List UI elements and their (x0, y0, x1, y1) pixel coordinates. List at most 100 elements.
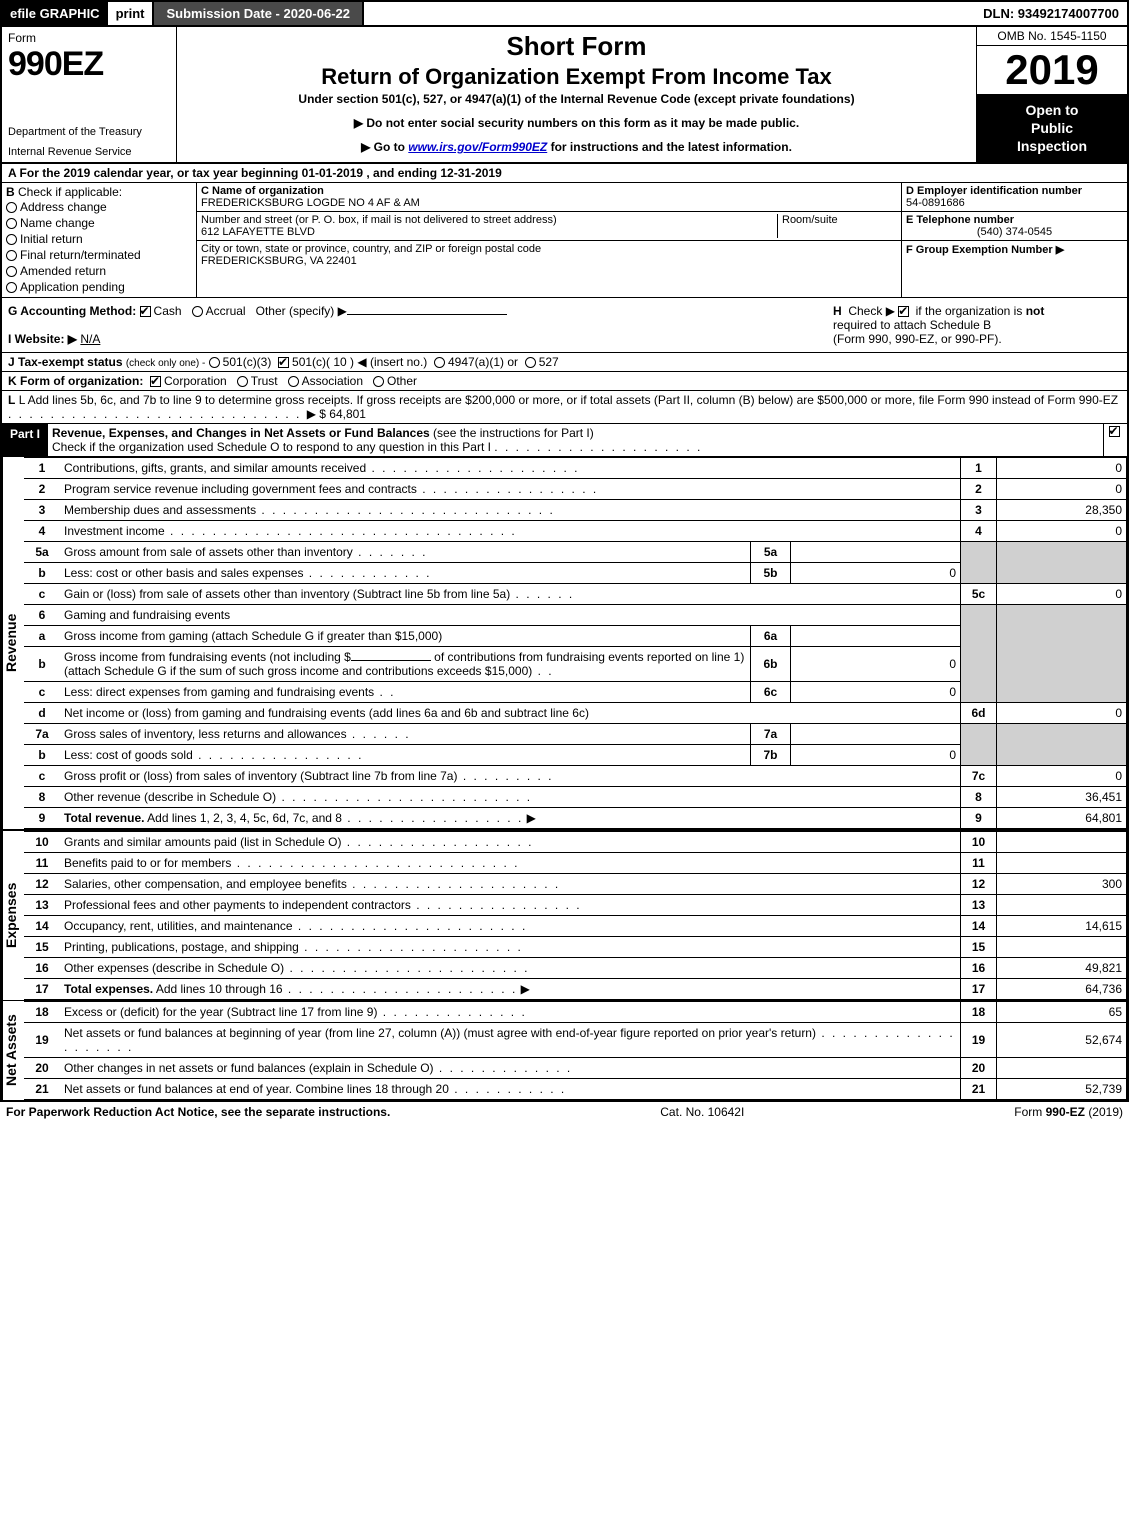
dept-irs: Internal Revenue Service (8, 146, 170, 158)
lbl-application-pending: Application pending (20, 280, 125, 294)
notice-goto-pre: ▶ Go to (361, 140, 408, 154)
line-21: 21Net assets or fund balances at end of … (24, 1078, 1127, 1099)
line-17: 17Total expenses. Add lines 10 through 1… (24, 978, 1127, 999)
chk-address-change[interactable] (6, 202, 17, 213)
open-to-public: Open to Public Inspection (977, 95, 1127, 162)
addr-val: 612 LAFAYETTE BLVD (201, 226, 315, 238)
open3: Inspection (1017, 138, 1087, 154)
line-2: 2Program service revenue including gover… (24, 478, 1127, 499)
part1-title: Revenue, Expenses, and Changes in Net As… (52, 426, 430, 440)
lbl-cash: Cash (154, 304, 182, 318)
h-letter: H (833, 304, 842, 318)
net-assets-table: 18Excess or (deficit) for the year (Subt… (24, 1001, 1127, 1100)
chk-schedule-b-not-required[interactable] (898, 306, 909, 317)
b-letter: B (6, 185, 15, 199)
part1-header: Part I Revenue, Expenses, and Changes in… (2, 424, 1127, 457)
dln-label: DLN: 93492174007700 (975, 2, 1127, 25)
chk-other-org[interactable] (373, 376, 384, 387)
chk-527[interactable] (525, 357, 536, 368)
line-6: 6Gaming and fundraising events (24, 604, 1127, 625)
revenue-section: Revenue 1Contributions, gifts, grants, a… (2, 457, 1127, 829)
line-1: 1Contributions, gifts, grants, and simil… (24, 457, 1127, 478)
chk-schedule-o[interactable] (1109, 426, 1120, 437)
part1-scho-check (1103, 424, 1127, 456)
room-suite: Room/suite (777, 214, 897, 238)
city-val: FREDERICKSBURG, VA 22401 (201, 255, 357, 267)
section-h: H Check ▶ if the organization is not req… (827, 298, 1127, 352)
lbl-amended-return: Amended return (20, 264, 106, 278)
lbl-corporation: Corporation (164, 374, 227, 388)
notice-goto-post: for instructions and the latest informat… (551, 140, 792, 154)
chk-501c[interactable] (278, 357, 289, 368)
info-block: B Check if applicable: Address change Na… (2, 183, 1127, 298)
h-text2: if the organization is (916, 304, 1023, 318)
form-header: Form 990EZ Department of the Treasury In… (2, 27, 1127, 164)
chk-accrual[interactable] (192, 306, 203, 317)
form-id: 990EZ (8, 45, 170, 84)
line-18: 18Excess or (deficit) for the year (Subt… (24, 1001, 1127, 1022)
line-5c: cGain or (loss) from sale of assets othe… (24, 583, 1127, 604)
footer-right-form: 990-EZ (1046, 1105, 1085, 1119)
revenue-sidebar: Revenue (2, 457, 24, 829)
line-15: 15Printing, publications, postage, and s… (24, 936, 1127, 957)
irs-link[interactable]: www.irs.gov/Form990EZ (408, 140, 547, 154)
lbl-accrual: Accrual (206, 304, 246, 318)
chk-name-change[interactable] (6, 218, 17, 229)
chk-application-pending[interactable] (6, 282, 17, 293)
e-phone: (540) 374-0545 (906, 226, 1123, 238)
section-def: D Employer identification number 54-0891… (902, 183, 1127, 297)
other-specify-input[interactable] (347, 314, 507, 315)
6b-blank[interactable] (351, 660, 431, 661)
f-label: F Group Exemption Number ▶ (906, 244, 1064, 256)
h-text3: required to attach Schedule B (833, 318, 991, 332)
chk-association[interactable] (288, 376, 299, 387)
j-sub: (check only one) - (126, 358, 205, 369)
section-c: C Name of organization FREDERICKSBURG LO… (197, 183, 902, 297)
topbar-spacer (364, 2, 975, 25)
chk-initial-return[interactable] (6, 234, 17, 245)
chk-final-return[interactable] (6, 250, 17, 261)
chk-4947[interactable] (434, 357, 445, 368)
revenue-table: 1Contributions, gifts, grants, and simil… (24, 457, 1127, 829)
chk-trust[interactable] (237, 376, 248, 387)
chk-amended-return[interactable] (6, 266, 17, 277)
c-org-name: FREDERICKSBURG LOGDE NO 4 AF & AM (201, 197, 420, 209)
chk-501c3[interactable] (209, 357, 220, 368)
net-assets-section: Net Assets 18Excess or (deficit) for the… (2, 1000, 1127, 1100)
notice-goto: ▶ Go to www.irs.gov/Form990EZ for instru… (185, 140, 968, 154)
chk-corporation[interactable] (150, 376, 161, 387)
form-container: efile GRAPHIC print Submission Date - 20… (0, 0, 1129, 1102)
line-7c: cGross profit or (loss) from sales of in… (24, 765, 1127, 786)
line-7a: 7aGross sales of inventory, less returns… (24, 723, 1127, 744)
line-19: 19Net assets or fund balances at beginni… (24, 1022, 1127, 1057)
g-label: G Accounting Method: (8, 304, 136, 318)
expenses-section: Expenses 10Grants and similar amounts pa… (2, 829, 1127, 1000)
line-5a: 5aGross amount from sale of assets other… (24, 541, 1127, 562)
lbl-other: Other (specify) ▶ (256, 304, 347, 318)
section-k: K Form of organization: Corporation Trus… (2, 372, 1127, 391)
lbl-4947: 4947(a)(1) or (448, 355, 518, 369)
section-j: J Tax-exempt status (check only one) - 5… (2, 353, 1127, 372)
print-button[interactable]: print (108, 2, 155, 25)
addr-label: Number and street (or P. O. box, if mail… (201, 214, 557, 226)
c-label: C Name of organization (201, 185, 324, 197)
b-check-label: Check if applicable: (18, 185, 122, 199)
line-8: 8Other revenue (describe in Schedule O) … (24, 786, 1127, 807)
line-3: 3Membership dues and assessments . . . .… (24, 499, 1127, 520)
city-label: City or town, state or province, country… (201, 243, 541, 255)
d-ein: 54-0891686 (906, 197, 965, 209)
return-title: Return of Organization Exempt From Incom… (185, 64, 968, 90)
chk-cash[interactable] (140, 306, 151, 317)
h-not: not (1026, 304, 1045, 318)
form-word: Form (8, 31, 170, 45)
l-text: L Add lines 5b, 6c, and 7b to line 9 to … (19, 393, 1118, 407)
top-bar: efile GRAPHIC print Submission Date - 20… (2, 2, 1127, 27)
section-l: L L Add lines 5b, 6c, and 7b to line 9 t… (2, 391, 1127, 424)
page-footer: For Paperwork Reduction Act Notice, see … (0, 1102, 1129, 1122)
header-left: Form 990EZ Department of the Treasury In… (2, 27, 177, 162)
under-section: Under section 501(c), 527, or 4947(a)(1)… (185, 92, 968, 106)
footer-left: For Paperwork Reduction Act Notice, see … (6, 1105, 390, 1119)
lbl-501c3: 501(c)(3) (223, 355, 272, 369)
h-text1: Check ▶ (848, 304, 895, 318)
lbl-name-change: Name change (20, 216, 95, 230)
